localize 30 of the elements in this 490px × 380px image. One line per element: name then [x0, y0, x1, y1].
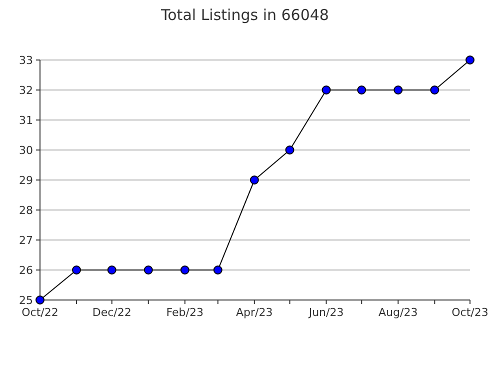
point [322, 86, 331, 94]
y-tick-label: 31 [19, 114, 33, 127]
point [213, 266, 222, 274]
x-tick-label: Aug/23 [378, 306, 418, 319]
point [394, 86, 403, 94]
y-tick-label: 30 [19, 144, 33, 157]
point [357, 86, 366, 94]
y-tick-label: 33 [19, 54, 33, 67]
x-tick-label: Oct/22 [22, 306, 58, 319]
point [466, 56, 474, 64]
point [72, 266, 82, 274]
point [285, 146, 294, 154]
x-tick-label: Feb/23 [166, 306, 204, 319]
y-tick-label: 25 [19, 294, 33, 307]
point [250, 176, 259, 184]
y-tick-label: 32 [19, 84, 33, 97]
point [107, 266, 116, 274]
y-tick-label: 29 [19, 174, 33, 187]
point [144, 266, 153, 274]
x-tick-label: Apr/23 [236, 306, 273, 319]
point [180, 266, 190, 274]
y-tick-label: 27 [19, 234, 33, 247]
y-tick-label: 26 [19, 264, 33, 277]
point [430, 86, 440, 94]
chart-title: Total Listings in 66048 [160, 6, 329, 24]
point [36, 296, 44, 304]
x-tick-label: Oct/23 [452, 306, 488, 319]
x-tick-label: Jun/23 [308, 306, 344, 319]
x-tick-label: Dec/22 [92, 306, 132, 319]
y-tick-label: 28 [19, 204, 33, 217]
